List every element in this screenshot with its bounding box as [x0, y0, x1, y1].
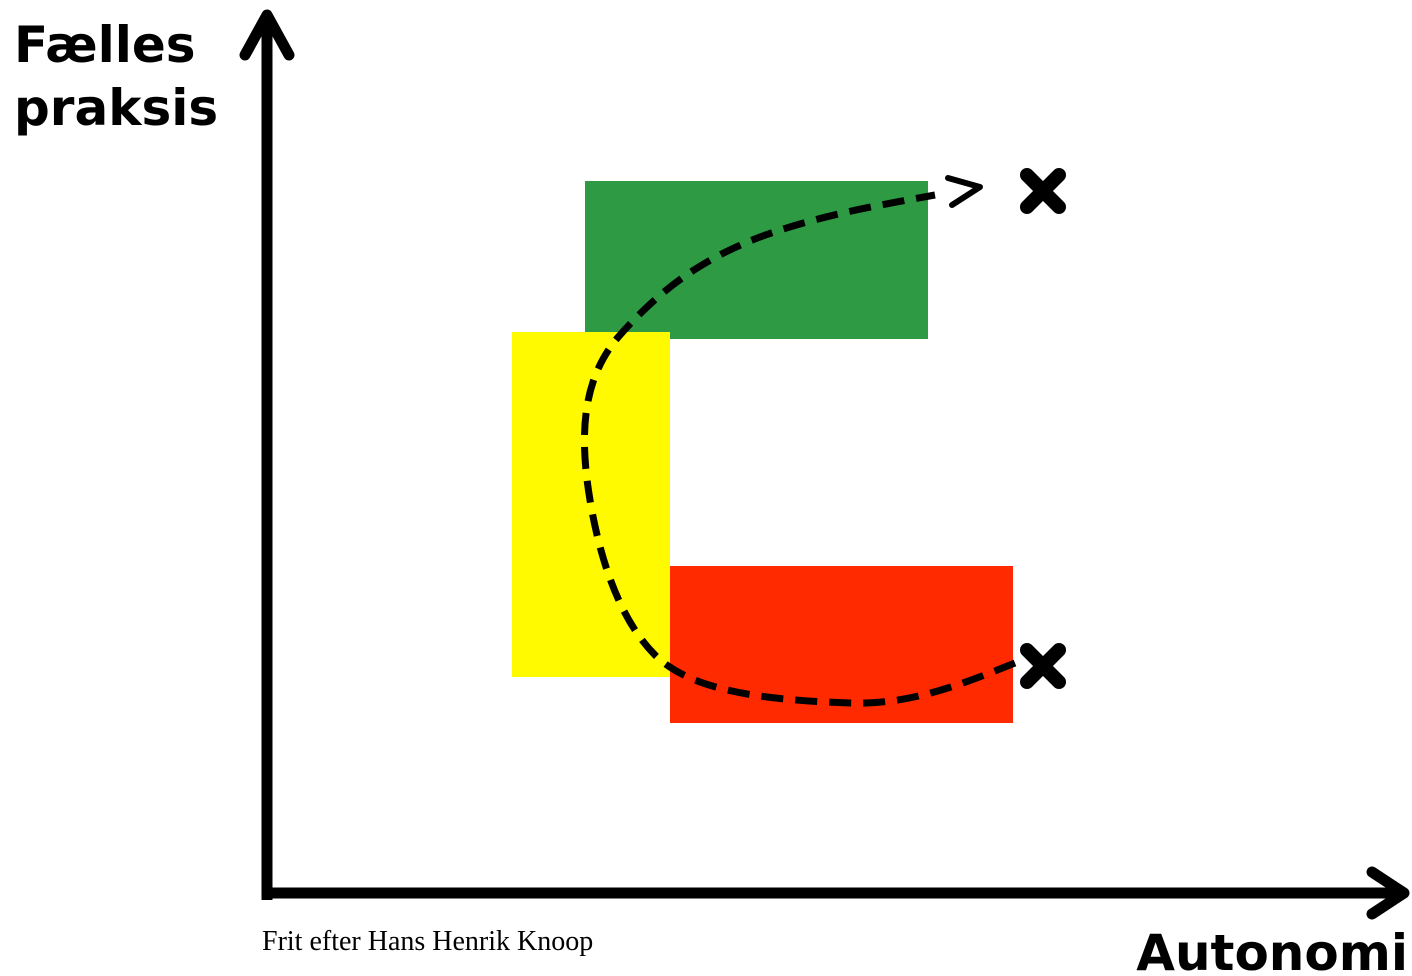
- y-axis-arrow: [239, 9, 295, 61]
- curve-arrowhead: [945, 175, 983, 208]
- path-curve: [580, 191, 1017, 707]
- y-axis-label: Fælles: [14, 16, 196, 74]
- x-axis-arrow: [1366, 866, 1410, 920]
- red-zone: [670, 566, 1013, 723]
- cross-mark-top: [1020, 168, 1066, 214]
- y-axis-label: praksis: [14, 79, 218, 137]
- green-zone: [585, 181, 928, 339]
- x-axis-label: Autonomi: [1136, 924, 1408, 976]
- cross-mark-bottom: [1020, 643, 1066, 689]
- credit: Frit efter Hans Henrik Knoop: [262, 926, 593, 957]
